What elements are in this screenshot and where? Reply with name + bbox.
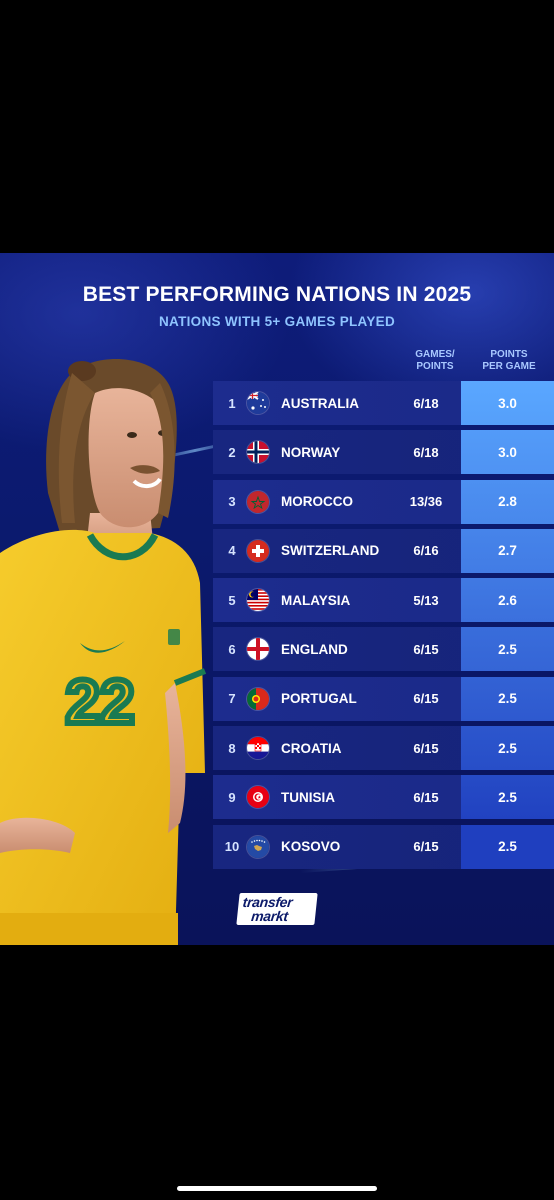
- morocco-flag-icon: [247, 490, 269, 513]
- kosovo-flag-icon: [247, 835, 269, 858]
- games-points-value: 6/15: [413, 641, 439, 657]
- transfermarkt-logo: transfer markt: [236, 893, 318, 925]
- rank-number: 4: [228, 543, 236, 559]
- portugal-flag-icon: [247, 687, 269, 710]
- table-row: 10 KOSOVO 6/15 2.5: [213, 824, 554, 869]
- england-flag-icon: [247, 638, 269, 661]
- switzerland-flag-icon: [247, 539, 269, 562]
- points-per-game-value: 2.5: [461, 627, 554, 672]
- points-per-game-value: 2.5: [461, 775, 554, 820]
- rank-number: 10: [224, 839, 240, 855]
- country-name: NORWAY: [281, 444, 341, 460]
- country-name: MALAYSIA: [281, 592, 351, 608]
- header-ppg-text: POINTS PER GAME: [482, 349, 536, 372]
- points-per-game-value: 3.0: [461, 430, 554, 475]
- rank-number: 1: [228, 395, 236, 411]
- rank-number: 5: [228, 592, 236, 608]
- games-points-value: 6/16: [413, 543, 439, 559]
- country-name: ENGLAND: [281, 641, 348, 657]
- games-points-value: 5/13: [413, 592, 439, 608]
- table-row: 3 MOROCCO 13/36 2.8: [213, 479, 554, 524]
- shirt-number: 22: [66, 668, 135, 737]
- header-games-points-text: GAMES/ POINTS: [415, 349, 455, 372]
- header-points-per-game: POINTS PER GAME: [470, 349, 548, 373]
- games-points-value: 6/15: [413, 789, 439, 805]
- rank-number: 3: [228, 494, 236, 510]
- games-points-value: 13/36: [409, 494, 443, 510]
- country-name: AUSTRALIA: [281, 395, 359, 411]
- rank-number: 9: [228, 789, 236, 805]
- table-row: 2 NORWAY 6/18 3.0: [213, 430, 554, 475]
- table-row: 9 TUNISIA 6/15 2.5: [213, 775, 554, 820]
- norway-flag-icon: [247, 441, 269, 464]
- country-name: SWITZERLAND: [281, 543, 380, 559]
- games-points-value: 6/18: [413, 444, 439, 460]
- points-per-game-value: 2.5: [461, 676, 554, 721]
- country-name: MOROCCO: [281, 494, 353, 510]
- points-per-game-value: 3.0: [461, 381, 554, 425]
- malaysia-flag-icon: [247, 589, 269, 612]
- games-points-value: 6/15: [413, 740, 439, 756]
- table-row: 8 CROATIA 6/15 2.5: [213, 726, 554, 771]
- infographic: BEST PERFORMING NATIONS IN 2025 NATIONS …: [0, 253, 554, 945]
- table-row: 6 ENGLAND 6/15 2.5: [213, 627, 554, 672]
- points-per-game-value: 2.7: [461, 528, 554, 573]
- rank-number: 2: [228, 444, 236, 460]
- ranking-table: 1 AUSTRALIA 6/18 3.0 2 NORWAY 6/18 3.0 3 MOROCCO 1…: [213, 381, 554, 874]
- country-name: TUNISIA: [281, 789, 335, 805]
- table-row: 7 PORTUGAL 6/15 2.5: [213, 676, 554, 721]
- games-points-value: 6/15: [413, 691, 439, 707]
- croatia-flag-icon: [247, 737, 269, 760]
- rank-number: 7: [228, 691, 236, 707]
- country-name: PORTUGAL: [281, 691, 357, 707]
- country-name: KOSOVO: [281, 839, 341, 855]
- points-per-game-value: 2.5: [461, 824, 554, 869]
- tunisia-flag-icon: [247, 786, 269, 809]
- chart-subtitle: NATIONS WITH 5+ GAMES PLAYED: [158, 314, 396, 329]
- home-indicator[interactable]: [177, 1186, 377, 1191]
- points-per-game-value: 2.5: [461, 726, 554, 771]
- table-row: 4 SWITZERLAND 6/16 2.7: [213, 528, 554, 573]
- table-row: 1 AUSTRALIA 6/18 3.0: [213, 381, 554, 425]
- logo-text-line2: markt: [250, 908, 289, 924]
- chart-title: BEST PERFORMING NATIONS IN 2025: [82, 283, 472, 306]
- games-points-value: 6/18: [413, 395, 439, 411]
- country-name: CROATIA: [281, 740, 342, 756]
- australia-flag-icon: [247, 392, 269, 414]
- points-per-game-value: 2.6: [461, 578, 554, 623]
- rank-number: 6: [228, 641, 236, 657]
- games-points-value: 6/15: [413, 839, 439, 855]
- table-row: 5 MALAYSIA 5/13 2.6: [213, 578, 554, 623]
- points-per-game-value: 2.8: [461, 479, 554, 524]
- player-illustration: 22: [0, 359, 207, 945]
- rank-number: 8: [228, 740, 236, 756]
- header-games-points: GAMES/ POINTS: [400, 349, 470, 373]
